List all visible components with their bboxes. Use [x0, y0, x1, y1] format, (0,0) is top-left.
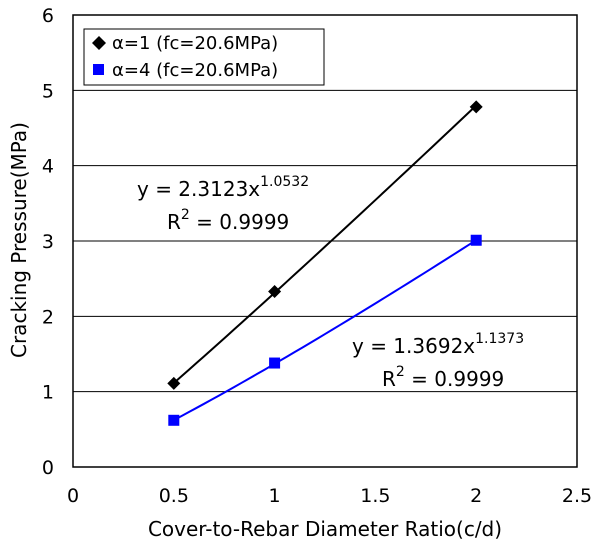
x-tick-label: 2 — [470, 485, 482, 507]
plot-area — [72, 14, 578, 468]
trendline-equation-series-1: y = 2.3123x1.0532 R2 = 0.9999 — [137, 174, 309, 234]
data-point-square — [269, 357, 281, 369]
r-squared-label: R2 = 0.9999 — [382, 364, 504, 391]
trendline-equation-series-2: y = 1.3692x1.1373 R2 = 0.9999 — [352, 331, 524, 391]
y-tick-label: 0 — [42, 457, 54, 479]
y-tick-label: 6 — [42, 5, 54, 27]
y-tick-label: 1 — [42, 382, 54, 404]
y-tick-label: 5 — [42, 80, 54, 102]
legend: α=1 (fc=20.6MPa) α=4 (fc=20.6MPa) — [83, 28, 325, 86]
x-tick-label: 1 — [269, 485, 281, 507]
y-axis-ticks: 0 1 2 3 4 5 6 — [42, 5, 54, 479]
data-point-diamond — [167, 376, 181, 390]
equation-label: y = 2.3123x1.0532 — [137, 174, 309, 201]
trendline-series-2 — [173, 239, 477, 421]
legend-marker-square — [93, 64, 104, 75]
data-points — [167, 100, 483, 426]
y-axis-title: Cracking Pressure(MPa) — [7, 122, 31, 358]
r-squared-label: R2 = 0.9999 — [167, 207, 289, 234]
legend-label: α=1 (fc=20.6MPa) — [112, 33, 278, 54]
data-point-square — [470, 234, 482, 246]
x-tick-label: 2.5 — [562, 485, 592, 507]
x-tick-label: 1.5 — [360, 485, 390, 507]
x-tick-label: 0 — [67, 485, 79, 507]
x-axis-ticks: 0 0.5 1 1.5 2 2.5 — [67, 485, 592, 507]
legend-item-series-1: α=1 (fc=20.6MPa) — [92, 33, 278, 54]
y-tick-label: 3 — [42, 231, 54, 253]
trendlines — [173, 104, 477, 421]
legend-item-series-2: α=4 (fc=20.6MPa) — [93, 60, 278, 81]
data-point-diamond — [268, 284, 282, 298]
legend-marker-diamond — [92, 36, 106, 50]
x-axis-title: Cover-to-Rebar Diameter Ratio(c/d) — [148, 517, 502, 541]
x-tick-label: 0.5 — [159, 485, 189, 507]
y-tick-label: 2 — [42, 306, 54, 328]
gridlines — [73, 89, 577, 393]
data-point-diamond — [469, 100, 483, 114]
equation-label: y = 1.3692x1.1373 — [352, 331, 524, 358]
legend-box — [83, 28, 325, 86]
trendline-series-1 — [173, 104, 477, 384]
y-tick-label: 4 — [42, 156, 54, 178]
legend-label: α=4 (fc=20.6MPa) — [112, 60, 278, 81]
data-point-square — [168, 414, 180, 426]
